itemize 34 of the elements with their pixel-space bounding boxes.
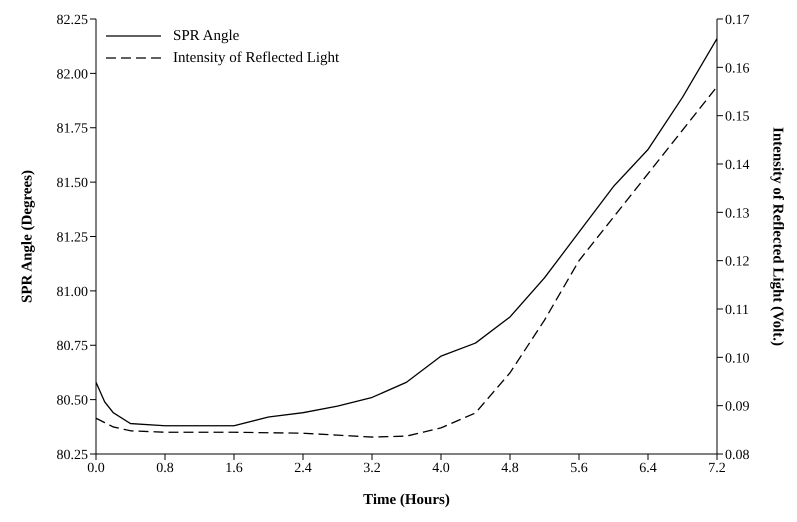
- legend-label: Intensity of Reflected Light: [173, 50, 340, 66]
- y2-tick-label: 0.16: [725, 61, 750, 76]
- x-tick-label: 4.8: [501, 460, 519, 476]
- y2-tick-label: 0.10: [725, 351, 750, 366]
- y-tick-label: 81.00: [56, 284, 88, 300]
- x-tick-label: 4.0: [432, 460, 450, 476]
- x-tick-label: 1.6: [225, 460, 243, 476]
- y2-tick-label: 0.11: [725, 302, 749, 318]
- x-tick-label: 0.8: [156, 460, 174, 476]
- y2-tick-label: 0.12: [725, 254, 750, 270]
- y-tick-label: 80.75: [56, 339, 88, 354]
- y2-tick-label: 0.17: [725, 12, 750, 28]
- x-tick-label: 0.0: [87, 460, 105, 476]
- x-tick-label: 5.6: [570, 460, 588, 476]
- y-tick-label: 81.50: [56, 176, 88, 192]
- y-tick-label: 80.25: [56, 448, 88, 463]
- y-axis-title: SPR Angle (Degrees): [19, 170, 36, 304]
- y-tick-label: 82.25: [56, 12, 88, 28]
- y2-axis-title: Intensity of Reflected Light (Volt.): [770, 126, 786, 346]
- x-axis-title: Time (Hours): [363, 492, 450, 508]
- legend-label: SPR Angle: [173, 28, 240, 44]
- y2-tick-label: 0.14: [725, 158, 750, 173]
- y-tick-label: 81.25: [56, 230, 88, 246]
- x-tick-label: 7.2: [708, 460, 726, 476]
- y2-tick-label: 0.09: [725, 400, 750, 415]
- x-tick-label: 6.4: [639, 460, 657, 476]
- y2-tick-label: 0.15: [725, 110, 750, 125]
- x-tick-label: 2.4: [294, 460, 312, 476]
- y-tick-label: 80.50: [56, 394, 88, 409]
- y-tick-label: 82.00: [56, 67, 88, 82]
- x-tick-label: 3.2: [363, 460, 381, 476]
- y2-tick-label: 0.13: [725, 206, 750, 222]
- y-tick-label: 81.75: [56, 122, 88, 137]
- y2-tick-label: 0.08: [725, 448, 750, 463]
